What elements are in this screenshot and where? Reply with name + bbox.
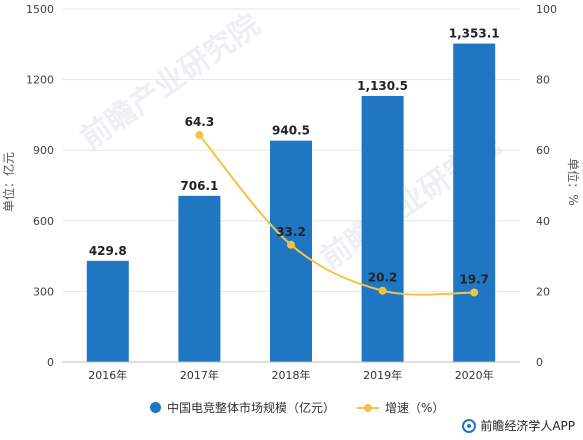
y-tick-label: 600 [33, 215, 54, 228]
y2-tick-label: 0 [536, 356, 543, 369]
bar [178, 195, 221, 362]
bar-data-label: 1,130.5 [357, 79, 408, 93]
y2-axis-label: 单位：% [566, 158, 581, 205]
line-point [195, 131, 204, 140]
x-tick-label: 2020年 [455, 368, 494, 382]
y2-tick-label: 80 [536, 74, 550, 87]
x-tick-label: 2016年 [88, 368, 127, 382]
bar-data-label: 940.5 [272, 124, 310, 138]
brand-text: 前瞻经济学人APP [480, 419, 575, 433]
line-data-label: 64.3 [185, 115, 215, 129]
line-point [470, 288, 479, 297]
legend-item-market-size[interactable]: 中国电竞整体市场规模（亿元） [150, 399, 335, 416]
legend-line-swatch [357, 402, 380, 413]
legend-label-growth: 增速（%） [385, 401, 445, 415]
y-tick-label: 300 [33, 285, 54, 298]
y-axis-label: 单位：亿元 [1, 152, 16, 212]
bar [86, 260, 129, 362]
y2-tick-label: 40 [536, 215, 550, 228]
legend-bar-swatch [150, 402, 161, 413]
y-tick-label: 1200 [26, 74, 54, 87]
line-data-label: 20.2 [368, 271, 398, 285]
y2-tick-label: 60 [536, 144, 550, 157]
watermark-text: 前瞻产业研究院 [75, 7, 267, 156]
line-data-label: 19.7 [459, 272, 489, 286]
y-tick-label: 900 [33, 144, 54, 157]
bar [453, 43, 496, 362]
legend: 中国电竞整体市场规模（亿元） 增速（%） [150, 399, 466, 416]
line-point [287, 240, 295, 249]
brand-logo-icon [462, 418, 477, 433]
legend-item-growth[interactable]: 增速（%） [357, 399, 444, 416]
axes: 0 300 600 900 1200 1500 0 20 40 60 80 100 2016年 2017年… [26, 3, 557, 382]
y2-tick-label: 100 [536, 3, 557, 16]
bar-data-label: 1,353.1 [449, 27, 500, 41]
bar-data-label: 706.1 [180, 179, 218, 193]
bar-data-label: 429.8 [89, 244, 127, 258]
bar-series: 429.8 706.1 940.5 1,130.5 1,353.1 [86, 27, 500, 363]
y-tick-label: 0 [47, 356, 54, 369]
line-point [378, 286, 387, 295]
growth-line [198, 134, 475, 296]
bar [361, 95, 404, 363]
x-tick-label: 2017年 [180, 368, 219, 382]
line-series: 64.3 33.2 20.2 19.7 [185, 115, 489, 297]
x-tick-label: 2018年 [272, 368, 311, 382]
brand-credit: 前瞻经济学人APP [462, 417, 575, 434]
legend-label-market-size: 中国电竞整体市场规模（亿元） [167, 401, 336, 415]
y2-tick-label: 20 [536, 285, 550, 298]
bar [270, 140, 312, 362]
y-tick-label: 1500 [26, 3, 54, 16]
line-data-label: 33.2 [276, 225, 306, 239]
x-tick-label: 2019年 [363, 368, 402, 382]
